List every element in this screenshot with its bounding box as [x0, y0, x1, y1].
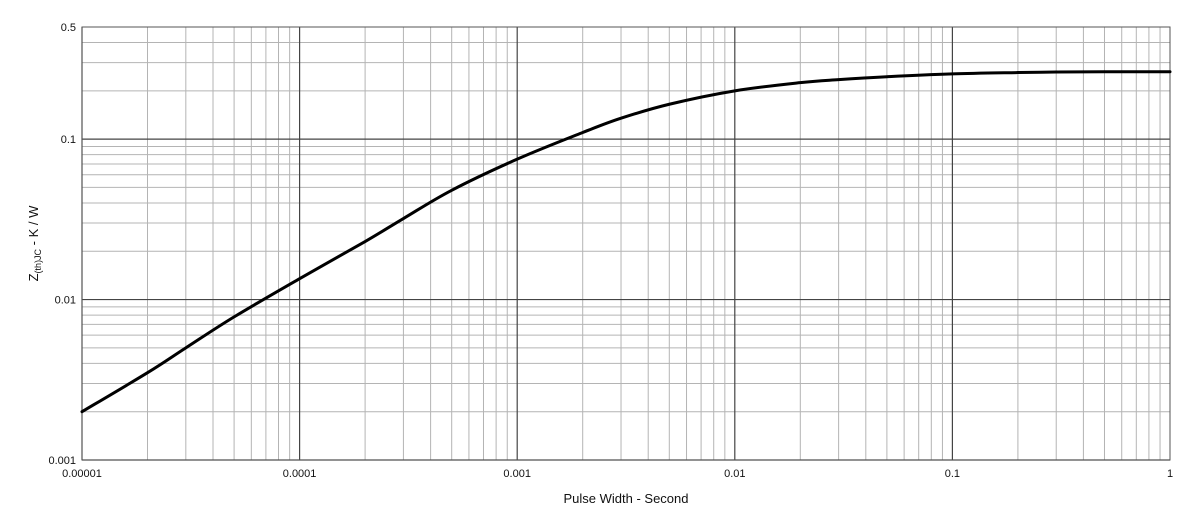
y-axis-label-rest: - K / W	[26, 205, 41, 249]
y-tick-labels: 0.001 0.01 0.1 0.5	[48, 22, 76, 467]
x-tick-label: 0.0001	[283, 468, 317, 480]
x-tick-label: 1	[1167, 468, 1173, 480]
series-layer	[80, 70, 1172, 414]
y-tick-label: 0.1	[61, 134, 76, 146]
y-tick-label: 0.5	[61, 22, 76, 34]
y-axis-label-subscript: (th)JC	[33, 248, 43, 273]
y-axis-label-main: Z	[26, 273, 41, 281]
y-axis-label: Z(th)JC - K / W	[26, 205, 43, 282]
x-tick-labels: 0.00001 0.0001 0.001 0.01 0.1 1	[62, 468, 1173, 480]
y-tick-label: 0.01	[55, 295, 76, 307]
x-tick-label: 0.00001	[62, 468, 102, 480]
x-tick-label: 0.01	[724, 468, 745, 480]
minor-gridlines	[82, 26, 1170, 460]
y-tick-label: 0.001	[48, 455, 76, 467]
major-gridlines	[81, 27, 1170, 461]
series-line	[80, 70, 1172, 414]
plot-frame	[81, 26, 1171, 461]
x-tick-label: 0.1	[945, 468, 960, 480]
x-axis-label: Pulse Width - Second	[563, 491, 688, 506]
x-tick-label: 0.001	[503, 468, 531, 480]
